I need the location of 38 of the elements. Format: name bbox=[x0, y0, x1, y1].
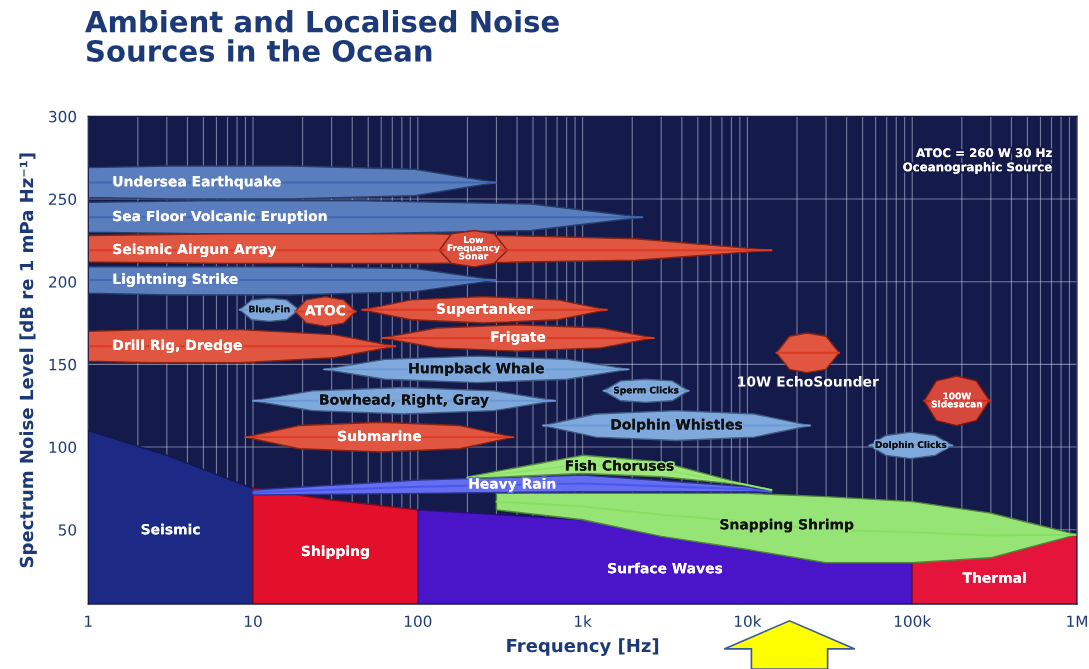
series-label: Supertanker bbox=[436, 303, 533, 317]
series-label: Undersea Earthquake bbox=[113, 175, 281, 190]
series-label: Lightning Strike bbox=[113, 273, 238, 287]
series-label: Drill Rig, Dredge bbox=[113, 339, 242, 353]
y-tick-label: 300 bbox=[49, 110, 77, 123]
x-tick-label: 100 bbox=[404, 615, 432, 628]
series-label: Surface Waves bbox=[608, 562, 723, 574]
y-tick-label: 250 bbox=[49, 193, 77, 206]
x-tick-label: 1M bbox=[1067, 615, 1087, 627]
series-label: Dolphin Whistles bbox=[611, 418, 743, 433]
x-tick-label: 10 bbox=[244, 615, 262, 628]
x-tick-label: 10k bbox=[734, 615, 762, 628]
series-label: 100W Sidesacan bbox=[931, 392, 982, 408]
series-label: Submarine bbox=[338, 430, 422, 442]
series-label: Frigate bbox=[491, 331, 546, 345]
x-tick-label: 1 bbox=[85, 615, 92, 627]
series-label: Sea Floor Volcanic Eruption bbox=[113, 210, 327, 224]
series-label: Humpback Whale bbox=[409, 362, 544, 377]
series-label: Bowhead, Right, Gray bbox=[320, 393, 489, 408]
y-tick-label: 200 bbox=[49, 276, 77, 288]
annotation: ATOC = 260 W 30 Hz Oceanographic Source bbox=[903, 148, 1052, 174]
series-label: Thermal bbox=[962, 572, 1026, 583]
x-axis-title: Frequency [Hz] bbox=[507, 638, 659, 656]
x-tick-label: 100k bbox=[894, 615, 932, 628]
text: 10W EchoSounder bbox=[738, 375, 879, 387]
chart-title: Ambient and Localised Noise Sources in the Ocean bbox=[85, 10, 559, 62]
y-axis-title: Spectrum Noise Level [dB re 1 mPa Hz⁻¹] bbox=[19, 153, 37, 568]
x-tick-label: 1k bbox=[575, 615, 592, 627]
y-tick-label: 100 bbox=[49, 441, 77, 454]
series-label: Shipping bbox=[301, 545, 369, 560]
series-label: Seismic bbox=[141, 523, 200, 535]
series-label: Snapping Shrimp bbox=[720, 518, 854, 533]
y-tick-label: 150 bbox=[49, 358, 77, 371]
y-tick-label: 50 bbox=[58, 524, 77, 536]
series-label: ATOC bbox=[304, 305, 346, 316]
series-label: Fish Choruses bbox=[565, 460, 674, 471]
series-label: Heavy Rain bbox=[469, 478, 556, 492]
series-label: Seismic Airgun Array bbox=[113, 243, 277, 258]
